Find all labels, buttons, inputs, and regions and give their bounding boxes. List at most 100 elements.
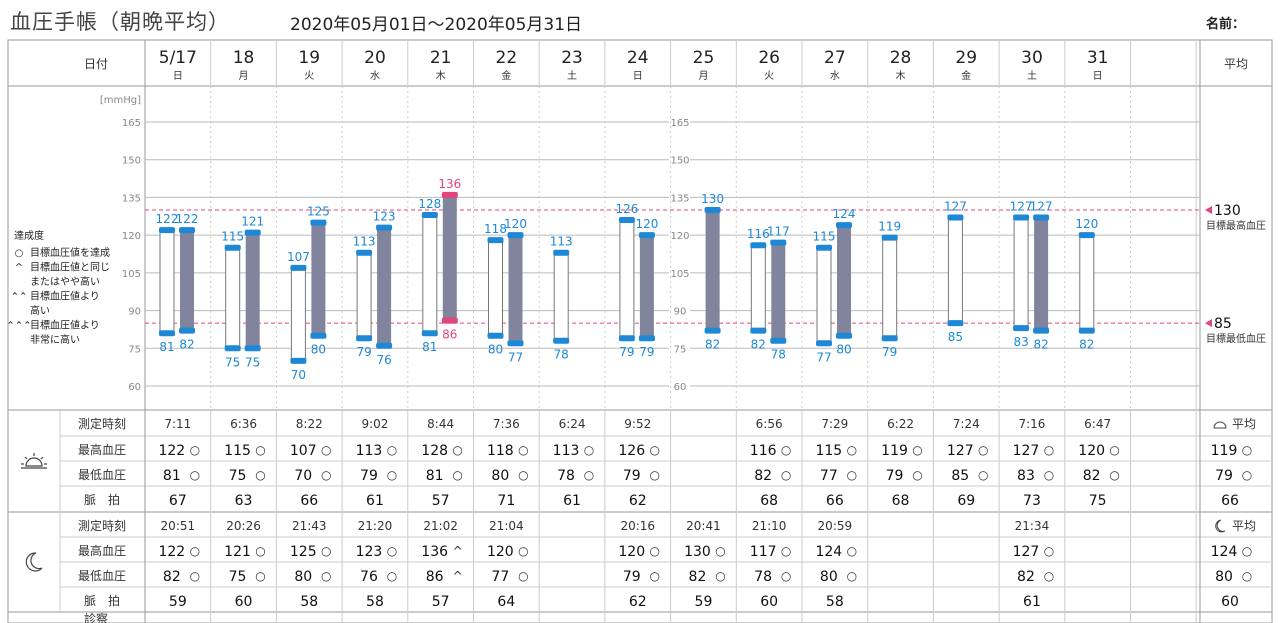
legend-label: またはやや高い (30, 275, 100, 288)
dow-label: 日 (1093, 71, 1103, 82)
pm-bar (311, 222, 326, 336)
pm-bar (639, 235, 654, 339)
sys-cell: 127 (1013, 544, 1040, 560)
pm-sys-label: 136 (438, 177, 461, 191)
sys-cell: 116 (750, 443, 777, 459)
pulse-cell: 68 (892, 493, 910, 509)
date-label: 31 (1087, 48, 1109, 68)
pulse-cell: 61 (1023, 594, 1041, 610)
sys-cell: 107 (290, 443, 317, 459)
pm-sys-label: 121 (241, 215, 264, 229)
dia-cell: 82 (1017, 569, 1035, 585)
pm-sys-label: 127 (1030, 200, 1053, 214)
pm-sys-label: 123 (373, 210, 396, 224)
am-sys-label: 122 (156, 212, 179, 226)
am-sys-label: 115 (221, 230, 244, 244)
dia-cell: 78 (557, 468, 575, 484)
sun-icon-ray (24, 456, 28, 460)
name-label: 名前： (1206, 17, 1246, 32)
pulse-cell: 68 (760, 493, 778, 509)
y-tick-label: 75 (674, 344, 687, 355)
am-sys-label: 128 (418, 197, 441, 211)
sys-cell: 121 (224, 544, 251, 560)
dia-cell: 75 (229, 468, 247, 484)
pm-sys-label: 120 (504, 217, 527, 231)
date-range: 2020年05月01日～2020年05月31日 (290, 15, 583, 35)
date-label: 18 (233, 48, 255, 68)
sys-cell: 122 (158, 544, 185, 560)
time-cell: 21:02 (423, 519, 458, 533)
pm-sys-label: 117 (767, 225, 790, 239)
dia-mark: ○ (387, 569, 397, 583)
y-tick-label: 165 (122, 118, 141, 129)
am-sys-cap (553, 249, 570, 256)
dia-cell: 82 (754, 468, 772, 484)
dia-cell: 82 (1083, 468, 1101, 484)
dia-mark: ○ (715, 569, 725, 583)
am-dia-cap (947, 320, 964, 327)
exam-row-label: 診察 (84, 611, 108, 623)
pm-sys-cap (244, 229, 261, 236)
y-tick-label: 120 (122, 231, 141, 242)
am-sys-label: 119 (878, 220, 901, 234)
pm-bar (180, 230, 194, 331)
dia-mark: ○ (518, 569, 528, 583)
time-cell: 8:22 (296, 417, 323, 431)
time-cell: 6:36 (230, 417, 257, 431)
am-bar (290, 267, 306, 362)
dia-mark: ○ (650, 468, 660, 482)
sys-mark: ○ (190, 443, 200, 457)
y-tick-label: 60 (128, 382, 141, 393)
sys-mark: ^ (453, 544, 463, 558)
pulse-cell: 58 (366, 594, 384, 610)
am-sys-cap (750, 242, 767, 249)
pm-dia-cap (770, 337, 787, 344)
dia-mark: ○ (781, 468, 791, 482)
dia-cell: 80 (1215, 569, 1233, 585)
sys-cell: 130 (684, 544, 711, 560)
sys-mark: ○ (715, 544, 725, 558)
dia-mark: ○ (650, 569, 660, 583)
pulse-cell: 57 (432, 594, 450, 610)
sys-cell: 123 (356, 544, 383, 560)
dia-mark: ○ (847, 468, 857, 482)
legend-label: 目標血圧値より (30, 319, 100, 332)
time-cell: 21:20 (358, 519, 393, 533)
dia-mark: ○ (255, 468, 265, 482)
pm-bar (508, 235, 523, 344)
sys-mark: ○ (1242, 544, 1252, 558)
am-dia-label: 82 (751, 338, 766, 352)
pm-dia-cap (638, 335, 655, 342)
legend-label: 目標血圧値より (30, 290, 100, 303)
dia-cell: 77 (491, 569, 509, 585)
date-label: 22 (496, 48, 518, 68)
am-sys-cap (421, 212, 438, 219)
sun-icon-disc (25, 457, 43, 467)
pm-sys-cap (1033, 214, 1050, 221)
sys-cell: 127 (947, 443, 974, 459)
time-cell: 20:26 (226, 519, 261, 533)
pulse-cell: 59 (169, 594, 187, 610)
dia-mark: ○ (584, 468, 594, 482)
am-dia-cap (487, 332, 504, 339)
morning-row-label-pulse: 脈 拍 (84, 492, 120, 507)
date-label: 27 (824, 48, 846, 68)
sys-cell: 120 (487, 544, 514, 560)
sys-mark: ○ (978, 443, 988, 457)
y-tick-label: 165 (670, 118, 689, 129)
time-cell: 21:34 (1015, 519, 1050, 533)
am-bar (488, 239, 503, 337)
am-bar (750, 244, 766, 332)
pm-dia-cap (507, 340, 524, 347)
y-tick-label: 135 (122, 193, 141, 204)
time-cell: 21:04 (489, 519, 524, 533)
dow-label: 金 (961, 69, 971, 82)
dia-mark: ○ (452, 468, 462, 482)
sys-cell: 120 (618, 544, 645, 560)
pm-dia-label: 75 (245, 355, 260, 369)
dia-cell: 85 (951, 468, 969, 484)
pm-dia-cap (244, 345, 261, 352)
dia-cell: 80 (820, 569, 838, 585)
pulse-cell: 71 (497, 493, 515, 509)
pm-dia-cap (1033, 327, 1050, 334)
